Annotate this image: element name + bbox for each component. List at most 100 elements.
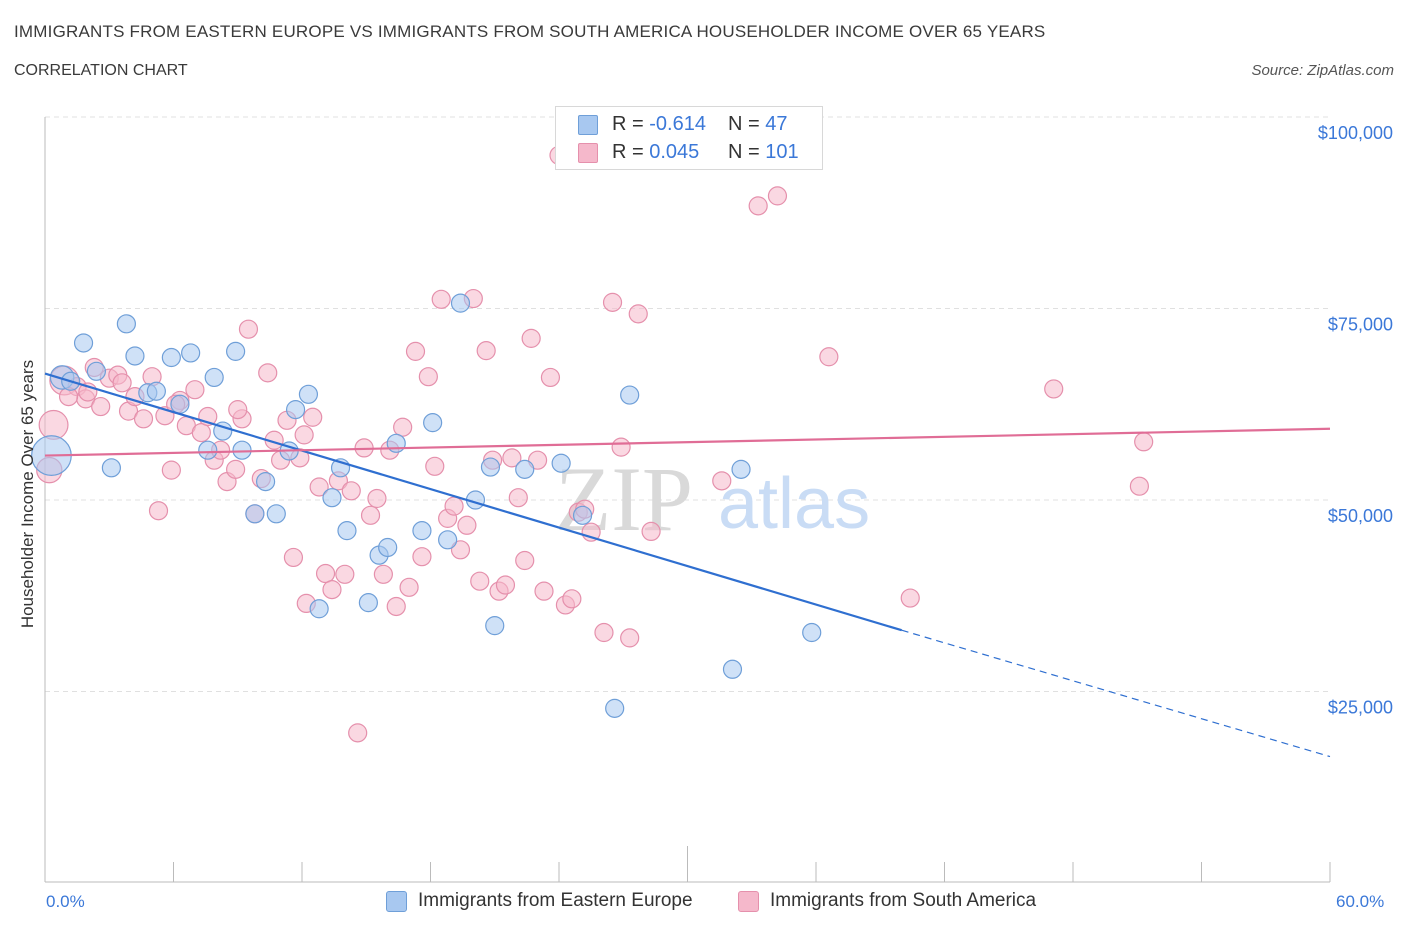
points-eastern-europe bbox=[31, 293, 822, 718]
data-point-south-america bbox=[386, 596, 406, 617]
data-point-south-america bbox=[161, 460, 181, 480]
data-point-eastern-europe bbox=[245, 504, 265, 524]
data-point-south-america bbox=[373, 564, 393, 584]
data-point-eastern-europe bbox=[605, 698, 625, 718]
data-point-eastern-europe bbox=[450, 293, 471, 313]
data-point-south-america bbox=[185, 380, 205, 400]
stats-n-eastern-europe: N = 47 bbox=[728, 113, 788, 135]
data-point-eastern-europe bbox=[802, 622, 822, 643]
data-point-eastern-europe bbox=[412, 521, 432, 541]
legend-swatch-south-america bbox=[738, 891, 759, 912]
y-tick-label: $75,000 bbox=[1328, 315, 1393, 335]
data-point-south-america bbox=[348, 723, 368, 743]
data-point-south-america bbox=[521, 328, 541, 348]
data-point-south-america bbox=[470, 571, 490, 591]
data-point-eastern-europe bbox=[551, 453, 571, 473]
data-point-south-america bbox=[1129, 476, 1149, 496]
data-point-south-america bbox=[594, 622, 614, 643]
data-point-south-america bbox=[367, 488, 387, 509]
data-point-south-america bbox=[515, 550, 535, 571]
data-point-south-america bbox=[540, 367, 561, 388]
data-point-south-america bbox=[1044, 379, 1064, 399]
trend-lines bbox=[44, 372, 1331, 758]
data-point-south-america bbox=[1134, 432, 1154, 452]
data-point-eastern-europe bbox=[572, 505, 593, 525]
data-point-eastern-europe bbox=[438, 530, 458, 550]
data-point-south-america bbox=[620, 628, 640, 648]
y-axis-label: Householder Income Over 65 years bbox=[18, 359, 37, 629]
data-point-south-america bbox=[258, 363, 278, 383]
legend-label-eastern-europe: Immigrants from Eastern Europe bbox=[418, 890, 693, 911]
data-point-south-america bbox=[628, 304, 648, 324]
data-point-south-america bbox=[412, 547, 432, 567]
data-point-eastern-europe bbox=[232, 440, 252, 460]
data-point-south-america bbox=[322, 580, 342, 600]
data-point-eastern-europe bbox=[255, 472, 276, 492]
data-point-south-america bbox=[767, 186, 788, 206]
data-point-south-america bbox=[611, 437, 631, 457]
y-tick-labels: $25,000 $50,000 $75,000 $100,000 bbox=[1318, 123, 1393, 718]
data-point-south-america bbox=[91, 396, 111, 417]
trend-line-eastern-europe bbox=[44, 372, 902, 632]
data-point-eastern-europe bbox=[358, 593, 378, 613]
data-point-eastern-europe bbox=[204, 367, 224, 388]
data-point-south-america bbox=[431, 289, 451, 309]
data-point-eastern-europe bbox=[146, 381, 166, 401]
trend-line-south-america bbox=[44, 427, 1331, 457]
legend-label-south-america: Immigrants from South America bbox=[770, 890, 1037, 911]
data-point-south-america bbox=[508, 488, 528, 508]
data-point-south-america bbox=[294, 425, 314, 445]
data-point-south-america bbox=[226, 459, 246, 479]
data-point-eastern-europe bbox=[322, 488, 342, 508]
data-point-south-america bbox=[191, 422, 211, 443]
data-point-south-america bbox=[502, 448, 522, 468]
data-point-eastern-europe bbox=[515, 459, 535, 479]
data-point-eastern-europe bbox=[285, 400, 306, 420]
chart-subtitle: CORRELATION CHART bbox=[14, 62, 188, 79]
data-point-south-america bbox=[476, 341, 496, 361]
data-point-south-america bbox=[335, 564, 355, 584]
data-point-south-america bbox=[641, 521, 661, 542]
data-point-eastern-europe bbox=[181, 343, 201, 363]
data-point-eastern-europe bbox=[116, 314, 136, 334]
series-legend: Immigrants from Eastern Europe Immigrant… bbox=[0, 890, 1406, 916]
data-point-eastern-europe bbox=[161, 347, 181, 368]
data-point-eastern-europe bbox=[485, 616, 505, 636]
y-tick-label: $25,000 bbox=[1328, 698, 1393, 718]
data-point-eastern-europe bbox=[73, 333, 94, 353]
data-point-south-america bbox=[534, 581, 554, 601]
data-point-south-america bbox=[238, 319, 259, 339]
axes bbox=[44, 117, 1331, 883]
trend-line-eastern-europe-extension bbox=[901, 629, 1331, 758]
data-point-eastern-europe bbox=[198, 440, 218, 460]
data-point-south-america bbox=[341, 481, 361, 501]
data-point-eastern-europe bbox=[337, 521, 357, 541]
data-point-south-america bbox=[562, 589, 582, 609]
data-point-south-america bbox=[450, 540, 471, 560]
data-point-south-america bbox=[399, 577, 419, 597]
stats-legend: R = -0.614 N = 47 R = 0.045 N = 101 bbox=[555, 106, 823, 170]
data-point-south-america bbox=[315, 563, 336, 584]
data-point-eastern-europe bbox=[266, 504, 286, 524]
data-point-south-america bbox=[112, 373, 132, 393]
data-point-south-america bbox=[748, 196, 768, 216]
data-point-eastern-europe bbox=[731, 459, 751, 479]
data-point-south-america bbox=[444, 496, 464, 516]
data-point-south-america bbox=[283, 547, 304, 568]
y-tick-label: $100,000 bbox=[1318, 123, 1393, 143]
data-point-eastern-europe bbox=[101, 458, 121, 478]
data-point-south-america bbox=[900, 588, 920, 608]
x-tick-min: 0.0% bbox=[46, 892, 85, 911]
data-point-eastern-europe bbox=[309, 599, 329, 619]
data-point-south-america bbox=[425, 456, 445, 476]
y-tick-label: $50,000 bbox=[1328, 506, 1393, 526]
data-point-eastern-europe bbox=[722, 659, 743, 679]
data-point-south-america bbox=[133, 409, 154, 429]
data-point-south-america bbox=[495, 575, 516, 595]
watermark: ZIP atlas bbox=[555, 448, 870, 550]
watermark-zip: ZIP bbox=[555, 448, 693, 550]
data-point-south-america bbox=[393, 417, 413, 437]
data-point-south-america bbox=[309, 477, 329, 497]
data-point-south-america bbox=[303, 407, 323, 427]
data-point-south-america bbox=[228, 400, 248, 420]
